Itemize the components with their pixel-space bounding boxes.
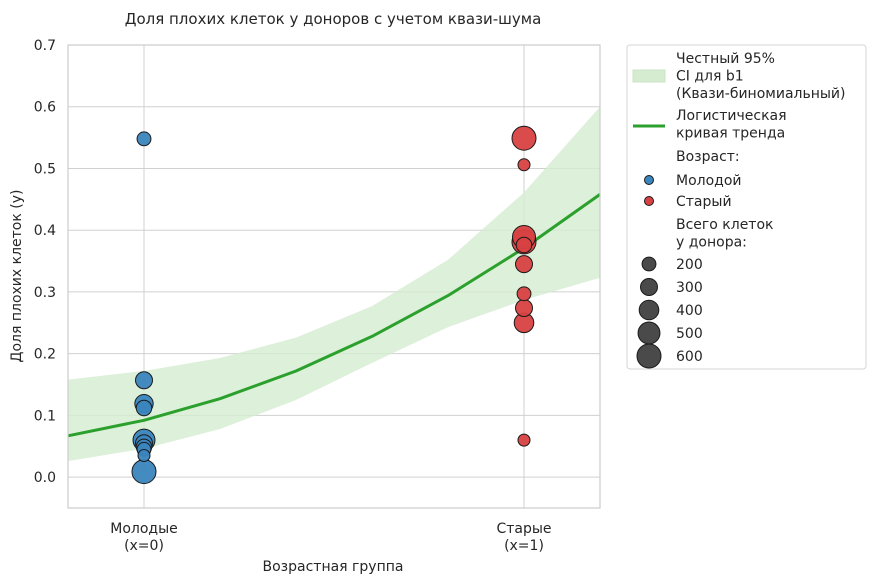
x-axis-label: Возрастная группа — [263, 559, 404, 575]
x-tick-label: Молодые — [110, 521, 178, 537]
y-axis-ticks: 0.0 0.1 0.2 0.3 0.4 0.5 0.6 0.7 — [34, 38, 56, 486]
data-point — [515, 255, 533, 274]
legend-trend-label: Логистическая — [676, 108, 787, 124]
y-axis-label: Доля плохих клеток (y) — [9, 190, 25, 363]
trend-line-layer — [67, 193, 601, 438]
data-point — [135, 371, 153, 390]
legend-frame — [626, 44, 867, 370]
legend-age-header: Возраст: — [676, 149, 740, 165]
legend-trend-label: кривая тренда — [676, 126, 785, 142]
legend-size-label: 300 — [676, 280, 703, 296]
legend-ci-swatch — [632, 69, 666, 83]
legend-size-label: 500 — [676, 326, 703, 342]
legend-size-marker — [640, 278, 658, 296]
ci-band — [68, 106, 600, 462]
x-tick-label: Старые — [496, 521, 551, 537]
y-tick-label: 0.2 — [34, 347, 56, 363]
x-tick-label: (x=1) — [504, 538, 544, 554]
legend-age-marker — [644, 196, 654, 206]
data-point — [136, 131, 152, 147]
data-point — [511, 125, 537, 151]
legend-size-marker — [636, 343, 662, 369]
legend-ci-label: (Квази-биномиальный) — [676, 86, 845, 102]
legend-size-label: 600 — [676, 349, 703, 365]
x-tick-label: (x=0) — [124, 538, 164, 554]
legend-age-label: Молодой — [676, 173, 742, 189]
legend-ci-label: CI для b1 — [676, 69, 744, 85]
data-point — [137, 449, 151, 463]
legend-age-label: Старый — [676, 194, 732, 210]
legend-size-label: 400 — [676, 303, 703, 319]
legend-age-marker — [644, 175, 654, 185]
data-points-layer — [131, 125, 537, 485]
data-point — [135, 399, 153, 417]
y-tick-label: 0.1 — [34, 408, 56, 424]
chart-title: Доля плохих клеток у доноров с учетом кв… — [125, 10, 542, 28]
legend-size-header: у донора: — [676, 235, 747, 251]
y-tick-label: 0.5 — [34, 161, 56, 177]
plot-area — [67, 44, 601, 509]
legend-size-label: 200 — [676, 257, 703, 273]
y-tick-label: 0.6 — [34, 100, 56, 116]
data-point — [517, 433, 531, 447]
y-tick-label: 0.4 — [34, 223, 56, 239]
trend-line — [67, 193, 601, 438]
plot-frame — [67, 44, 601, 509]
ci-band-layer — [68, 106, 600, 462]
legend-size-marker — [638, 299, 660, 321]
data-point — [515, 236, 533, 254]
legend-size-marker — [641, 256, 657, 272]
y-tick-label: 0.7 — [34, 38, 56, 54]
legend-size-marker — [637, 321, 661, 345]
y-tick-label: 0.0 — [34, 470, 56, 486]
data-point — [516, 286, 532, 302]
data-point — [131, 459, 157, 485]
data-point — [515, 298, 533, 317]
legend: Честный 95% CI для b1(Квази-биномиальный)… — [626, 44, 867, 370]
data-point — [517, 158, 531, 172]
legend-ci-label: Честный 95% — [676, 51, 775, 67]
legend-size-header: Всего клеток — [676, 217, 773, 233]
x-axis-ticks: Молодые(x=0) Старые(x=1) — [110, 521, 551, 554]
y-tick-label: 0.3 — [34, 285, 56, 301]
